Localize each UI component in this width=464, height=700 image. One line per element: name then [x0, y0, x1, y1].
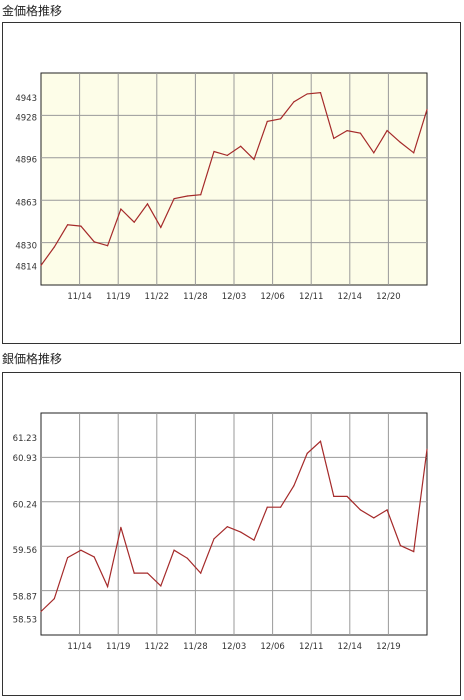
gold-y-tick-label: 4830 — [15, 242, 37, 252]
gold-data-point — [333, 137, 335, 140]
gold-data-point — [160, 226, 162, 229]
silver-price-chart: 11/14 11/19 11/22 11/28 12/03 12/06 12/11 12/14… — [13, 412, 428, 652]
gold-data-point — [133, 221, 135, 223]
silver-data-point — [120, 526, 122, 528]
gold-data-point — [226, 154, 228, 157]
silver-data-point — [106, 585, 109, 588]
gold-data-point — [120, 208, 122, 210]
gold-x-tick-label: 12/06 — [260, 292, 285, 302]
gold-y-tick-label: 4896 — [15, 155, 37, 165]
silver-data-point — [333, 495, 335, 498]
silver-y-tick-label: 60.93 — [13, 454, 37, 464]
gold-price-chart: 11/14 11/19 11/22 11/28 12/03 12/06 12/11 12/14… — [15, 72, 428, 302]
gold-data-point — [53, 246, 55, 248]
silver-data-point — [80, 549, 82, 551]
gold-x-tick-label: 12/20 — [376, 292, 401, 302]
gold-data-point — [106, 245, 109, 247]
silver-data-point — [133, 572, 135, 574]
silver-x-tick-label: 11/22 — [145, 642, 170, 652]
silver-data-point — [146, 572, 149, 574]
silver-data-point — [226, 526, 228, 528]
gold-x-tick-label: 11/22 — [145, 292, 170, 302]
gold-data-point — [399, 141, 401, 143]
gold-data-point — [266, 120, 268, 123]
silver-data-point — [40, 610, 42, 613]
gold-x-tick-label: 11/19 — [106, 292, 131, 302]
gold-y-tick-label: 4814 — [15, 263, 37, 273]
silver-data-point — [253, 539, 255, 541]
gold-data-point — [279, 118, 282, 120]
gold-data-point — [426, 109, 428, 111]
gold-data-point — [240, 145, 242, 147]
silver-data-point — [319, 440, 322, 442]
silver-data-point — [213, 538, 215, 540]
silver-x-tick-label: 12/19 — [376, 642, 401, 652]
silver-data-point — [266, 506, 268, 508]
gold-data-point — [306, 93, 308, 95]
silver-y-tick-label: 60.24 — [13, 500, 37, 510]
gold-data-point — [253, 158, 255, 160]
gold-data-point — [293, 101, 295, 103]
gold-x-tick-label: 12/03 — [222, 292, 247, 302]
silver-data-point — [399, 544, 401, 547]
gold-chart-title: 金価格推移 — [2, 4, 63, 18]
silver-data-point — [413, 550, 415, 553]
gold-data-point — [373, 152, 375, 154]
silver-data-point — [346, 495, 348, 498]
gold-data-point — [413, 152, 415, 154]
silver-data-point — [306, 452, 308, 454]
gold-data-point — [359, 132, 362, 134]
silver-data-point — [186, 557, 189, 559]
silver-y-tick-label: 58.53 — [13, 616, 37, 626]
silver-data-point — [386, 509, 388, 511]
silver-y-tick-label: 59.56 — [13, 546, 37, 556]
gold-data-point — [146, 203, 149, 205]
silver-data-point — [173, 549, 175, 551]
gold-y-tick-label: 4863 — [15, 199, 37, 209]
silver-data-point — [426, 448, 428, 450]
silver-data-point — [160, 585, 162, 587]
gold-data-point — [93, 241, 95, 243]
gold-price-line — [40, 91, 428, 266]
silver-x-tick-label: 11/14 — [67, 642, 92, 652]
silver-x-tick-label: 12/06 — [260, 642, 285, 652]
silver-x-tick-label: 11/28 — [183, 642, 208, 652]
gold-data-point — [186, 195, 189, 197]
silver-y-tick-label: 58.87 — [13, 593, 37, 603]
gold-x-tick-label: 12/14 — [338, 292, 363, 302]
gold-data-point — [80, 225, 82, 227]
gold-data-point — [67, 224, 69, 226]
gold-x-tick-label: 11/14 — [67, 292, 92, 302]
gold-data-point — [386, 129, 388, 132]
gold-data-point — [319, 92, 322, 94]
silver-data-point — [373, 517, 375, 519]
silver-chart-frame: 11/14 11/19 11/22 11/28 12/03 12/06 12/11 12/14… — [2, 372, 461, 696]
silver-data-point — [279, 506, 282, 508]
silver-data-point — [293, 485, 295, 487]
silver-data-point — [67, 557, 69, 559]
gold-chart-frame: 11/14 11/19 11/22 11/28 12/03 12/06 12/11 12/14… — [2, 22, 461, 344]
silver-data-point — [240, 531, 242, 533]
silver-price-line — [40, 440, 428, 612]
gold-data-point — [213, 150, 215, 153]
silver-data-point — [93, 556, 95, 558]
gold-y-tick-label: 4943 — [15, 94, 37, 104]
silver-x-tick-label: 11/19 — [106, 642, 131, 652]
silver-x-tick-label: 12/03 — [222, 642, 247, 652]
gold-data-point — [40, 264, 42, 266]
silver-x-tick-label: 12/11 — [299, 642, 324, 652]
silver-data-point — [53, 598, 55, 600]
gold-x-tick-label: 11/28 — [183, 292, 208, 302]
silver-data-point — [200, 572, 202, 574]
silver-x-tick-label: 12/14 — [338, 642, 363, 652]
gold-y-tick-label: 4928 — [15, 113, 37, 123]
gold-data-point — [346, 129, 348, 132]
silver-data-point — [359, 509, 362, 511]
gold-x-tick-label: 12/11 — [299, 292, 324, 302]
gold-data-point — [200, 194, 202, 196]
silver-y-tick-label: 61.23 — [13, 434, 37, 444]
silver-chart-title: 銀価格推移 — [2, 352, 63, 366]
gold-data-point — [173, 198, 175, 200]
